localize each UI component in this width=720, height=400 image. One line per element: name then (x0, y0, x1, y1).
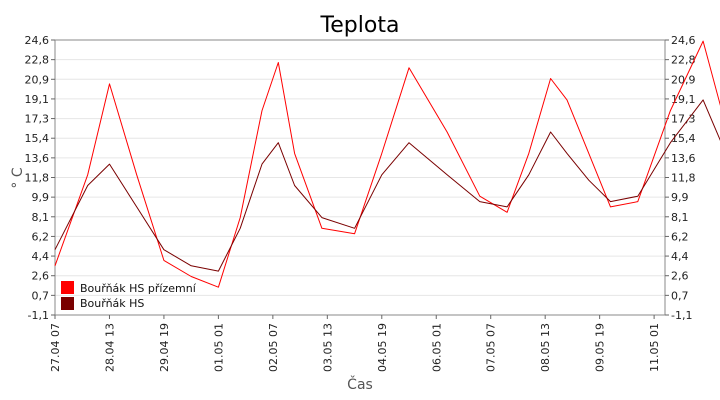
x-tick-label: 08.05 13 (539, 323, 552, 372)
y-tick-label-right: 11,8 (671, 172, 696, 185)
x-tick-label: 02.05 07 (267, 323, 280, 372)
y-axis-title: ° C (10, 167, 26, 188)
y-tick-label-right: 22,8 (671, 54, 696, 67)
series-line-1 (54, 99, 720, 272)
y-tick-label-right: 4,4 (671, 250, 689, 263)
y-tick-label-left: 0,7 (32, 289, 50, 302)
x-axis-title: Čas (347, 375, 373, 393)
y-tick-label-left: 6,2 (32, 230, 50, 243)
y-tick-label-left: 20,9 (25, 73, 50, 86)
y-tick-label-right: 15,4 (671, 132, 696, 145)
y-tick-label-left: 17,3 (25, 113, 50, 126)
legend: Bouřňák HS přízemní Bouřňák HS (61, 281, 197, 310)
y-tick-label-right: 19,1 (671, 93, 696, 106)
y-tick-label-left: 15,4 (25, 132, 50, 145)
chart-title: Teplota (320, 13, 400, 38)
x-tick-label: 27.04 07 (49, 323, 62, 372)
series-layer (54, 40, 720, 288)
y-tick-label-left: 9,9 (32, 191, 50, 204)
x-tick-label: 04.05 19 (376, 323, 389, 372)
y-axis-right: 24,6 22,8 20,9 19,1 17,3 15,4 13,6 11,8 9,9 8,1 6,… (665, 34, 696, 322)
y-axis-left: 24,6 22,8 20,9 19,1 17,3 15,4 13,6 11,8 9,9 8,1 6,… (25, 34, 55, 322)
x-tick-label: 09.05 19 (594, 323, 607, 372)
y-tick-label-left: 24,6 (25, 34, 50, 47)
x-tick-label: 29.04 19 (158, 323, 171, 372)
y-tick-label-left: 11,8 (25, 172, 50, 185)
legend-swatch-1 (61, 297, 74, 310)
y-tick-label-right: 6,2 (671, 230, 689, 243)
y-tick-label-left: 4,4 (32, 250, 50, 263)
legend-label-0: Bouřňák HS přízemní (80, 282, 197, 295)
series-line-0 (54, 40, 720, 288)
x-tick-label: 03.05 13 (321, 323, 334, 372)
y-tick-label-right: 24,6 (671, 34, 696, 47)
x-tick-label: 28.04 13 (103, 323, 116, 372)
y-tick-label-right: 13,6 (671, 152, 696, 165)
x-tick-label: 11.05 01 (648, 323, 661, 372)
grid-lines (55, 39, 665, 316)
y-tick-label-left: 13,6 (25, 152, 50, 165)
x-tick-label: 07.05 07 (485, 323, 498, 372)
y-tick-label-left: 8,1 (32, 211, 50, 224)
y-tick-label-right: 2,6 (671, 270, 689, 283)
legend-swatch-0 (61, 281, 74, 294)
y-tick-label-right: 8,1 (671, 211, 689, 224)
y-tick-label-left: -1,1 (28, 309, 49, 322)
y-tick-label-right: -1,1 (671, 309, 692, 322)
x-axis: 27.04 07 28.04 13 29.04 19 01.05 01 02.05 07… (49, 315, 661, 372)
y-tick-label-right: 20,9 (671, 73, 696, 86)
y-tick-label-left: 2,6 (32, 270, 50, 283)
x-tick-label: 01.05 01 (212, 323, 225, 372)
y-tick-label-right: 17,3 (671, 113, 696, 126)
x-tick-label: 06.05 01 (430, 323, 443, 372)
y-tick-label-right: 9,9 (671, 191, 689, 204)
y-tick-label-right: 0,7 (671, 289, 689, 302)
legend-label-1: Bouřňák HS (80, 297, 144, 310)
y-tick-label-left: 19,1 (25, 93, 50, 106)
y-tick-label-left: 22,8 (25, 54, 50, 67)
